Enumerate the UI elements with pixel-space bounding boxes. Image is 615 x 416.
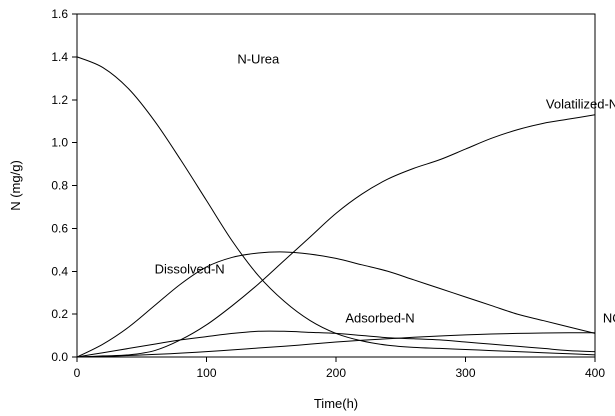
y-tick-label: 0.2: [51, 307, 68, 321]
series-line-volatilized-n: [76, 114, 596, 358]
x-tick-label: 300: [455, 366, 475, 380]
x-axis-title: Time(h): [314, 396, 358, 411]
x-tick-label: 100: [196, 366, 216, 380]
series-label-volatilized-n: Volatilized-N: [546, 96, 615, 111]
y-tick-label: 0.8: [51, 179, 68, 193]
series-label-adsorbed-n: Adsorbed-N: [345, 311, 414, 326]
y-tick-label: 0.4: [51, 264, 68, 278]
x-tick-label: 0: [74, 366, 81, 380]
series-label-n-urea: N-Urea: [237, 51, 280, 66]
series-line-no3-n: [76, 332, 596, 358]
series-label-no3-n: NO3--N: [603, 310, 615, 329]
y-tick-label: 1.2: [51, 93, 68, 107]
y-axis-ticks: 0.0 0.2 0.4 0.6 0.8 1.0 1.2 1.4 1.6: [51, 7, 77, 364]
y-tick-label: 1.6: [51, 7, 68, 21]
x-tick-label: 200: [326, 366, 346, 380]
x-axis-ticks: 0 100 200 300 400: [74, 357, 605, 380]
y-tick-label: 1.0: [51, 136, 68, 150]
series-lines: [76, 56, 596, 358]
y-tick-label: 0.6: [51, 221, 68, 235]
y-tick-label: 0.0: [51, 350, 68, 364]
y-tick-label: 1.4: [51, 50, 68, 64]
y-axis-title: N (mg/g): [8, 160, 23, 211]
series-line-n-urea: [76, 56, 596, 356]
series-line-dissolved-n: [76, 251, 596, 358]
series-labels: N-Urea Volatilized-N Dissolved-N Adsorbed-N…: [155, 51, 615, 329]
x-tick-label: 400: [585, 366, 605, 380]
series-label-dissolved-n: Dissolved-N: [155, 261, 225, 276]
series-line-adsorbed-n: [76, 330, 596, 358]
